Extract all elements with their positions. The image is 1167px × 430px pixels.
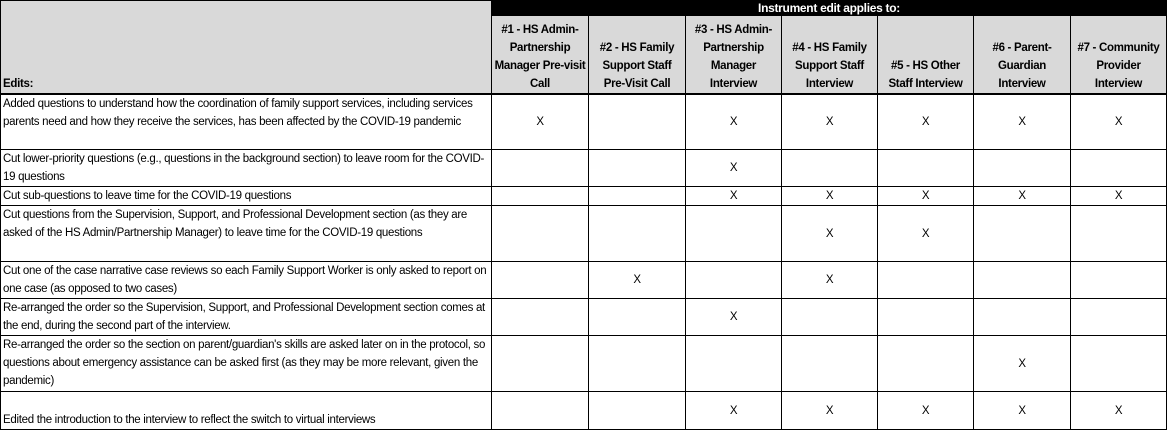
applies-mark (491, 205, 589, 262)
applies-mark (588, 93, 686, 150)
applies-mark (1070, 261, 1167, 299)
applies-mark (781, 149, 878, 187)
edit-description: Re-arranged the order so the section on … (0, 335, 492, 392)
applies-mark (685, 335, 782, 392)
applies-mark: X (973, 186, 1071, 206)
applies-mark: X (973, 391, 1071, 430)
applies-mark: X (877, 391, 974, 430)
table-row: Re-arranged the order so the section on … (0, 335, 1167, 392)
edits-column-header: Edits: (0, 0, 492, 95)
instrument-column-header: #6 - Parent-Guardian Interview (973, 15, 1071, 95)
applies-mark: X (1070, 93, 1167, 150)
applies-mark (877, 261, 974, 299)
applies-mark (1070, 335, 1167, 392)
instrument-column-header: #1 - HS Admin-Partnership Manager Pre-vi… (491, 15, 589, 95)
edit-description: Cut one of the case narrative case revie… (0, 261, 492, 299)
applies-mark: X (781, 186, 878, 206)
applies-mark (877, 335, 974, 392)
applies-mark: X (781, 391, 878, 430)
applies-mark: X (685, 149, 782, 187)
applies-mark (491, 149, 589, 187)
applies-mark (588, 391, 686, 430)
edit-description: Edited the introduction to the interview… (0, 391, 492, 430)
applies-mark: X (588, 261, 686, 299)
edit-description: Cut sub-questions to leave time for the … (0, 186, 492, 206)
applies-mark: X (781, 261, 878, 299)
applies-mark: X (685, 93, 782, 150)
applies-mark: X (973, 335, 1071, 392)
applies-mark: X (877, 205, 974, 262)
applies-mark (973, 205, 1071, 262)
applies-mark (491, 298, 589, 336)
table-row: Cut questions from the Supervision, Supp… (0, 205, 1167, 262)
table-row: Re-arranged the order so the Supervision… (0, 298, 1167, 336)
applies-mark (588, 298, 686, 336)
edit-description: Cut lower-priority questions (e.g., ques… (0, 149, 492, 187)
applies-mark (588, 205, 686, 262)
applies-mark (685, 205, 782, 262)
table-row: Cut one of the case narrative case revie… (0, 261, 1167, 299)
applies-mark (588, 186, 686, 206)
instrument-column-header: #4 - HS Family Support Staff Interview (781, 15, 878, 95)
applies-mark: X (685, 391, 782, 430)
applies-mark: X (685, 298, 782, 336)
applies-mark (877, 298, 974, 336)
applies-mark (491, 261, 589, 299)
table-row: Cut lower-priority questions (e.g., ques… (0, 149, 1167, 187)
applies-mark: X (1070, 186, 1167, 206)
table-row: Edited the introduction to the interview… (0, 391, 1167, 430)
applies-mark: X (685, 186, 782, 206)
applies-mark: X (781, 205, 878, 262)
edit-description: Added questions to understand how the co… (0, 93, 492, 150)
applies-mark: X (973, 93, 1071, 150)
applies-mark (491, 186, 589, 206)
applies-mark (781, 298, 878, 336)
instrument-group-header: Instrument edit applies to: (491, 0, 1167, 16)
applies-mark: X (877, 186, 974, 206)
applies-mark (588, 149, 686, 187)
edit-description: Cut questions from the Supervision, Supp… (0, 205, 492, 262)
applies-mark: X (491, 93, 589, 150)
applies-mark (1070, 149, 1167, 187)
instrument-column-header: #5 - HS Other Staff Interview (877, 15, 974, 95)
applies-mark (1070, 298, 1167, 336)
applies-mark (973, 149, 1071, 187)
applies-mark (973, 261, 1071, 299)
edit-description: Re-arranged the order so the Supervision… (0, 298, 492, 336)
applies-mark (491, 391, 589, 430)
instrument-column-header: #2 - HS Family Support Staff Pre-Visit C… (588, 15, 686, 95)
table-row: Cut sub-questions to leave time for the … (0, 186, 1167, 206)
applies-mark (781, 335, 878, 392)
table-row: Added questions to understand how the co… (0, 93, 1167, 150)
applies-mark: X (1070, 391, 1167, 430)
instrument-column-header: #3 - HS Admin-Partnership Manager Interv… (685, 15, 782, 95)
applies-mark: X (781, 93, 878, 150)
instrument-column-header: #7 - Community Provider Interview (1070, 15, 1167, 95)
applies-mark: X (877, 93, 974, 150)
applies-mark (1070, 205, 1167, 262)
applies-mark (685, 261, 782, 299)
applies-mark (491, 335, 589, 392)
applies-mark (973, 298, 1071, 336)
applies-mark (877, 149, 974, 187)
applies-mark (588, 335, 686, 392)
